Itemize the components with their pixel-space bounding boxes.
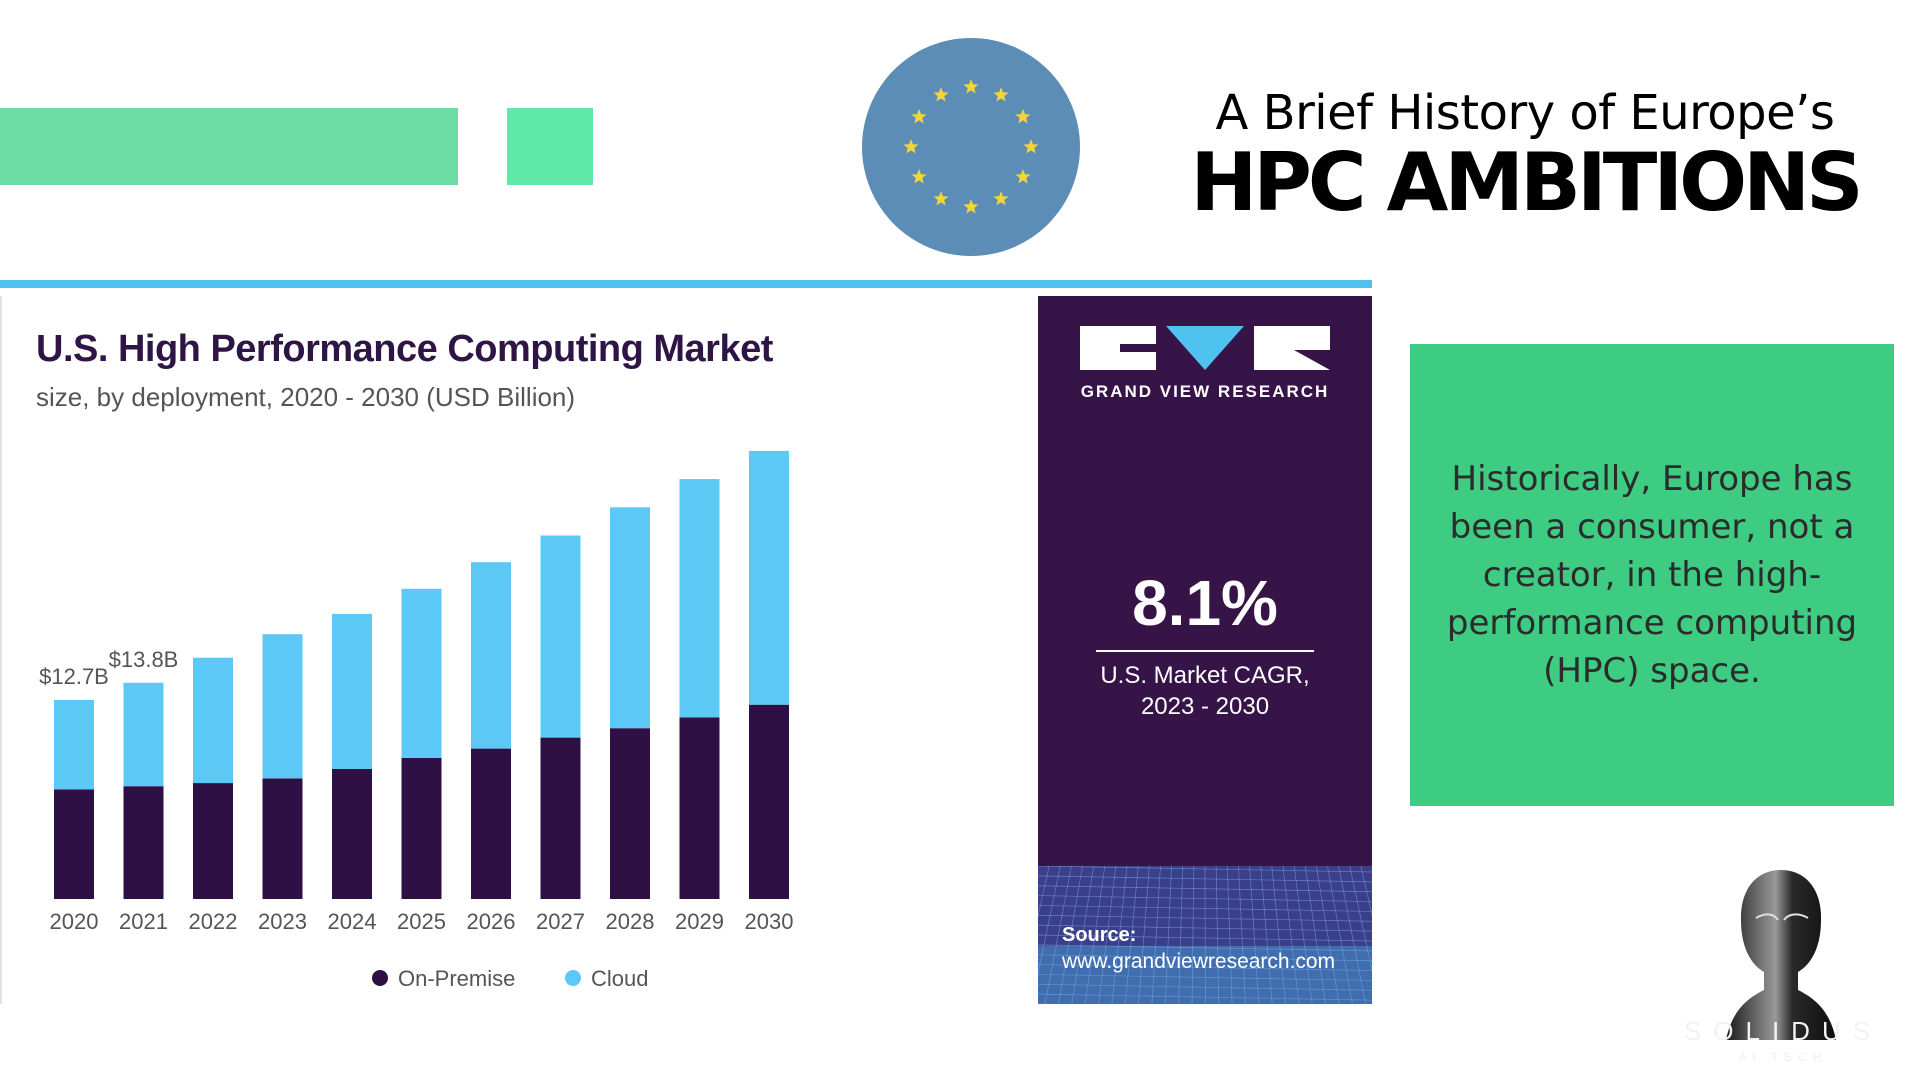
bar-on-premise-2028: [610, 728, 650, 899]
gvr-brand-name: GRAND VIEW RESEARCH: [1080, 382, 1330, 401]
bar-cloud-2021: [123, 682, 164, 787]
eu-star-icon: [1015, 169, 1031, 184]
eu-star-icon: [963, 199, 979, 214]
x-tick-label: 2027: [536, 909, 585, 934]
eu-star-icon: [911, 109, 927, 124]
bar-on-premise-2021: [123, 786, 164, 899]
eu-star-icon: [993, 190, 1009, 206]
bar-cloud-2020: [54, 700, 94, 790]
cagr-label-line2: 2023 - 2030: [1140, 693, 1270, 720]
legend-label: On-Premise: [398, 966, 515, 991]
gvr-logo-icon: [1080, 326, 1330, 370]
bar-chart: 2020 $12.7B 2021 $13.8B 2022 2023 2024 2025 2026…: [39, 450, 793, 991]
x-tick-label: 2022: [189, 909, 238, 934]
gvr-panel: GRAND VIEW RESEARCH 8.1% U.S. Market CAG…: [1038, 296, 1372, 1004]
chart-card: U.S. High Performance Computing Market s…: [0, 280, 1372, 1004]
x-tick-label: 2021: [119, 909, 168, 934]
eu-star-icon: [1015, 109, 1031, 124]
headline-line2: HPC AMBITIONS: [1190, 136, 1863, 229]
bar-cloud-2022: [193, 657, 233, 783]
bar-cloud-2028: [610, 507, 650, 729]
x-tick-label: 2028: [606, 909, 655, 934]
bar-on-premise-2027: [540, 737, 581, 899]
cagr-value: 8.1%: [1132, 567, 1278, 639]
bar-on-premise-2026: [471, 748, 511, 899]
bar-on-premise-2022: [193, 783, 233, 899]
bar-cloud-2026: [471, 562, 511, 749]
x-tick-label: 2025: [397, 909, 446, 934]
eu-star-icon: [933, 190, 949, 206]
bar-cloud-2029: [679, 479, 720, 718]
data-label: $12.7B: [39, 664, 109, 689]
x-tick-label: 2023: [258, 909, 307, 934]
bar-on-premise-2024: [332, 769, 372, 899]
eu-flag-icon: [862, 38, 1080, 256]
eu-star-icon: [933, 87, 949, 102]
eu-stars: [903, 79, 1039, 214]
legend-swatch: [372, 970, 388, 986]
bar-on-premise-2025: [401, 758, 442, 899]
bar-cloud-2023: [262, 634, 303, 779]
x-tick-label: 2029: [675, 909, 724, 934]
bar-on-premise-2020: [54, 789, 94, 899]
bar-cloud-2027: [540, 535, 581, 738]
bar-cloud-2030: [749, 450, 789, 705]
chart-title: U.S. High Performance Computing Market: [36, 328, 773, 370]
headline-line1: A Brief History of Europe’s: [1215, 85, 1835, 141]
eu-flag-circle: [862, 38, 1080, 256]
bars-layer: [54, 450, 789, 899]
x-tick-label: 2020: [50, 909, 99, 934]
cagr-divider: [1096, 650, 1314, 652]
eu-star-icon: [993, 87, 1009, 102]
chart-area: U.S. High Performance Computing Market s…: [0, 296, 1038, 1004]
bar-on-premise-2023: [262, 778, 303, 899]
bar-cloud-2025: [401, 588, 442, 758]
x-tick-label: 2024: [328, 909, 377, 934]
bar-on-premise-2030: [749, 704, 789, 899]
info-text: Historically, Europe has been a consumer…: [1446, 459, 1858, 691]
logo-subline: AI TECH: [1738, 1050, 1828, 1064]
chart-subtitle: size, by deployment, 2020 - 2030 (USD Bi…: [36, 382, 576, 412]
legend-label: Cloud: [591, 966, 648, 991]
decorative-bar-long: [0, 108, 458, 185]
bar-on-premise-2029: [679, 717, 720, 899]
data-label: $13.8B: [109, 647, 179, 672]
legend-swatch: [565, 970, 581, 986]
eu-star-icon: [1023, 139, 1039, 154]
eu-star-icon: [963, 79, 979, 94]
decorative-bar-short: [507, 108, 593, 185]
info-box: Historically, Europe has been a consumer…: [1410, 344, 1894, 806]
cagr-label: U.S. Market CAGR, 2023 - 2030: [1038, 660, 1372, 722]
chart-legend: On-Premise Cloud: [372, 966, 648, 991]
source-url[interactable]: www.grandviewresearch.com: [1062, 950, 1336, 973]
source-label: Source:: [1062, 924, 1137, 946]
x-tick-label: 2026: [467, 909, 516, 934]
logo-wordmark: SOLIDUS: [1683, 1016, 1883, 1046]
x-tick-label: 2030: [745, 909, 794, 934]
eu-star-icon: [911, 169, 927, 184]
bar-cloud-2024: [332, 613, 372, 769]
grid-texture: [1038, 866, 1372, 1004]
labels-layer: 2020 $12.7B 2021 $13.8B 2022 2023 2024 2025 2026…: [39, 647, 793, 934]
headline: A Brief History of Europe’s HPC AMBITION…: [1180, 84, 1870, 224]
head-logo-icon: [1726, 870, 1836, 1040]
eu-star-icon: [903, 139, 919, 154]
cagr-label-line1: U.S. Market CAGR,: [1100, 662, 1310, 689]
